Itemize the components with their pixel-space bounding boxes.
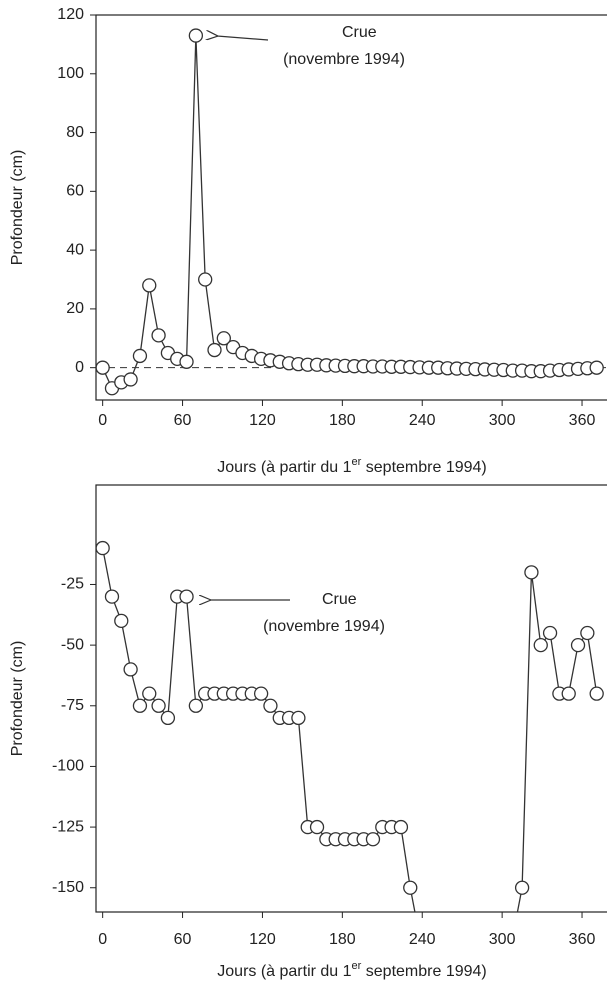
annotation-arrow (217, 36, 269, 40)
data-line (102, 35, 597, 390)
data-point (393, 819, 409, 835)
plot-area (96, 28, 604, 396)
x-tick-label: 300 (489, 412, 516, 429)
y-tick-label: 20 (66, 300, 84, 317)
y-tick-label: -25 (61, 576, 84, 593)
data-point (96, 540, 110, 556)
data-point (365, 832, 381, 847)
data-point (580, 625, 595, 641)
x-tick-label: 360 (569, 931, 596, 948)
y-tick-label: 0 (75, 359, 84, 376)
x-tick-label: 240 (409, 412, 436, 429)
x-tick-label: 240 (409, 931, 436, 948)
data-point (570, 637, 586, 653)
data-point (142, 278, 157, 293)
x-tick-label: 120 (249, 931, 276, 948)
data-point (589, 686, 604, 701)
y-tick-label: -150 (52, 879, 84, 896)
y-tick-label: -100 (52, 758, 84, 775)
x-tick-label: 360 (569, 412, 596, 429)
y-tick-label: -125 (52, 818, 84, 835)
y-axis-label: Profondeur (cm) (9, 641, 26, 757)
data-point (524, 565, 539, 580)
subplot: 0 20 40 60 80 100 120 0 60 120 180 240 300 360 Profond… (9, 6, 607, 476)
y-tick-label: 40 (66, 241, 84, 258)
y-tick-label: 80 (66, 124, 84, 141)
y-tick-label: -50 (61, 636, 84, 653)
x-tick-label: 60 (174, 412, 192, 429)
subplot: -25 -50 -75 -100 -125 -150 0 60 120 180 240 300 360 P… (9, 484, 607, 980)
data-point (160, 710, 176, 726)
data-point (542, 625, 558, 641)
x-tick-label: 0 (98, 412, 107, 429)
annotation: Crue (342, 24, 377, 41)
y-tick-label: -75 (61, 697, 84, 714)
data-point (198, 272, 213, 287)
x-tick-label: 60 (174, 931, 192, 948)
data-point (216, 331, 231, 346)
data-point (151, 328, 166, 343)
data-point (253, 686, 269, 701)
y-tick-label: 60 (66, 183, 84, 200)
x-axis-label-part: septembre 1994) (361, 963, 486, 980)
data-point (188, 28, 204, 43)
data-point (151, 698, 166, 713)
data-point (179, 354, 194, 369)
data-point (589, 360, 604, 375)
annotation: (novembre 1994) (263, 618, 385, 635)
data-point (207, 342, 222, 358)
data-point (123, 662, 138, 677)
y-tick-label: 120 (57, 6, 84, 23)
x-tick-label: 180 (329, 412, 356, 429)
x-axis-label-part: Jours (à partir du 1 (217, 459, 351, 476)
data-point (514, 880, 530, 895)
data-point (403, 880, 418, 895)
data-point (142, 686, 157, 701)
data-point (132, 698, 148, 713)
annotation: (novembre 1994) (283, 51, 405, 68)
data-point (263, 698, 278, 713)
data-point (561, 686, 576, 701)
x-axis-label-part: er (352, 456, 362, 468)
axes-frame (95, 14, 607, 401)
x-tick-label: 0 (98, 931, 107, 948)
data-point (104, 589, 120, 604)
data-point (179, 589, 194, 604)
x-tick-label: 120 (249, 412, 276, 429)
x-axis-label: Jours (à partir du 1er septembre 1994) (217, 456, 486, 476)
y-tick-label: 100 (57, 65, 84, 82)
x-tick-label: 180 (329, 931, 356, 948)
data-point (123, 372, 138, 387)
plot-area (96, 540, 604, 912)
x-axis-label-part: septembre 1994) (361, 459, 486, 476)
x-axis-label-part: Jours (à partir du 1 (217, 963, 351, 980)
y-axis-label: Profondeur (cm) (9, 150, 26, 266)
x-axis-label-part: er (352, 960, 362, 972)
data-point (533, 637, 548, 653)
axes-frame (95, 484, 607, 913)
data-point (309, 819, 325, 835)
x-axis-label: Jours (à partir du 1er septembre 1994) (217, 960, 486, 980)
annotation: Crue (322, 591, 357, 608)
data-point (114, 613, 129, 629)
data-point (132, 348, 148, 364)
data-point (188, 698, 204, 713)
x-tick-label: 300 (489, 931, 516, 948)
data-point (291, 710, 306, 726)
data-point (96, 360, 110, 375)
